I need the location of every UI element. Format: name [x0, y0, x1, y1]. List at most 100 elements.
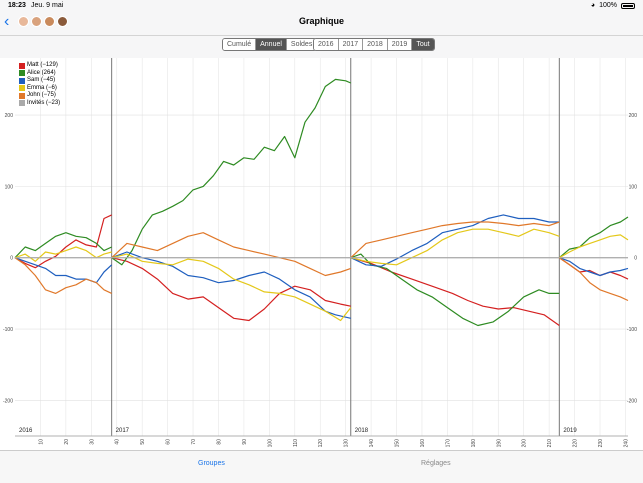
legend-item: Sam (−45) — [19, 77, 60, 85]
legend-swatch — [19, 92, 25, 99]
series-line — [111, 232, 351, 277]
y-tick-label: 200 — [5, 113, 14, 119]
avatar — [31, 16, 42, 27]
navigation-bar: ‹ Graphique — [0, 11, 643, 36]
legend-label: Matt (−129) — [27, 62, 58, 68]
y-tick-label: 0 — [634, 256, 637, 262]
year-label: 2019 — [563, 428, 577, 434]
legend-item: Emma (−6) — [19, 85, 60, 93]
x-tick-label: 90 — [242, 439, 248, 445]
series-line — [559, 234, 629, 259]
legend-item: Matt (−129) — [19, 62, 60, 70]
y-tick-label: -200 — [3, 398, 13, 404]
legend-item: John (−75) — [19, 92, 60, 100]
y-tick-label: 200 — [629, 113, 638, 119]
segment-cumule[interactable]: Cumulé — [223, 39, 257, 50]
avatar — [57, 16, 68, 27]
segment-soldes[interactable]: Soldes — [286, 39, 317, 50]
legend-swatch — [19, 100, 25, 107]
y-tick-label: -100 — [627, 327, 637, 333]
series-line — [14, 257, 113, 284]
battery-percent: 100% — [599, 2, 617, 9]
x-tick-label: 10 — [38, 439, 44, 445]
x-tick-label: 190 — [496, 439, 502, 448]
legend-swatch — [19, 62, 25, 69]
page-title: Graphique — [298, 16, 344, 26]
x-tick-label: 130 — [344, 439, 350, 448]
chart-area[interactable]: -200 -200 -100 -100 0 0 100 100 200 200 2016 2017 20… — [0, 58, 643, 450]
back-chevron-icon[interactable]: ‹ — [4, 13, 10, 30]
tab-bar: Groupes Réglages — [0, 450, 643, 483]
y-tick-label: -200 — [627, 398, 637, 404]
x-tick-label: 220 — [573, 439, 579, 448]
legend-label: Sam (−45) — [27, 77, 56, 83]
series-line — [111, 251, 351, 319]
series-line — [111, 78, 352, 266]
series-line — [558, 257, 629, 302]
series-line — [111, 257, 351, 322]
y-tick-label: 100 — [5, 184, 14, 190]
status-right: ◕ 100% — [591, 2, 635, 9]
battery-icon — [621, 2, 635, 9]
y-tick-label: 0 — [10, 256, 13, 262]
year-segmented-control: 2016 2017 2018 2019 Tout — [313, 38, 435, 51]
legend-item: Invités (−23) — [19, 100, 60, 108]
legend-label: Invités (−23) — [27, 99, 61, 106]
legend-label: Emma (−6) — [27, 84, 57, 91]
group-avatars[interactable] — [18, 16, 68, 27]
legend-item: Alice (264) — [19, 70, 60, 78]
segment-2019[interactable]: 2019 — [387, 39, 413, 50]
status-time: 18:23 — [8, 2, 26, 9]
legend-swatch — [19, 85, 25, 92]
y-tick-label: -100 — [3, 327, 13, 333]
tab-reglages[interactable]: Réglages — [421, 460, 451, 467]
segment-tout[interactable]: Tout — [412, 39, 434, 50]
avatar — [18, 16, 29, 27]
x-tick-label: 160 — [420, 439, 426, 448]
series-line — [111, 253, 352, 322]
x-tick-label: 200 — [522, 439, 528, 448]
chart-legend: Matt (−129) Alice (264) Sam (−45) Emma (… — [19, 62, 60, 107]
x-tick-label: 80 — [216, 439, 222, 445]
segment-annuel[interactable]: Annuel — [256, 39, 287, 50]
avatar — [44, 16, 55, 27]
segment-2018[interactable]: 2018 — [363, 39, 388, 50]
year-label: 2017 — [116, 428, 130, 434]
series-line — [559, 257, 629, 277]
x-tick-label: 120 — [318, 439, 324, 448]
status-bar: 18:23 Jeu. 9 mai ◕ 100% — [0, 0, 643, 11]
series-line — [350, 214, 560, 267]
line-chart[interactable]: -200 -200 -100 -100 0 0 100 100 200 200 2016 2017 20… — [0, 58, 643, 450]
tab-groupes[interactable]: Groupes — [198, 460, 225, 467]
x-tick-label: 50 — [140, 439, 146, 445]
legend-swatch — [19, 70, 25, 77]
x-tick-label: 70 — [191, 439, 197, 445]
series-line — [350, 253, 560, 327]
segment-2017[interactable]: 2017 — [338, 39, 364, 50]
series-line — [14, 214, 112, 269]
series-line — [350, 221, 560, 259]
y-tick-label: 100 — [629, 184, 638, 190]
x-tick-label: 40 — [115, 439, 121, 445]
x-tick-label: 170 — [445, 439, 451, 448]
legend-label: John (−75) — [27, 92, 56, 98]
x-tick-label: 110 — [293, 439, 299, 447]
x-tick-label: 210 — [547, 439, 553, 448]
x-tick-label: 60 — [166, 439, 172, 445]
wifi-icon: ◕ — [590, 2, 596, 9]
x-tick-label: 100 — [267, 439, 273, 448]
year-label: 2018 — [355, 428, 369, 434]
x-tick-label: 240 — [623, 439, 629, 448]
series-line — [14, 246, 112, 262]
series-line — [558, 216, 629, 259]
legend-swatch — [19, 77, 25, 84]
legend-label: Alice (264) — [27, 69, 56, 76]
segment-2016[interactable]: 2016 — [314, 39, 339, 50]
x-tick-label: 180 — [471, 439, 477, 448]
status-date: Jeu. 9 mai — [31, 2, 64, 9]
series-line — [14, 232, 112, 259]
x-tick-label: 230 — [598, 439, 604, 448]
mode-segmented-control: Cumulé Annuel Soldes — [222, 38, 318, 51]
series-line — [350, 228, 560, 266]
x-tick-label: 150 — [395, 439, 401, 448]
